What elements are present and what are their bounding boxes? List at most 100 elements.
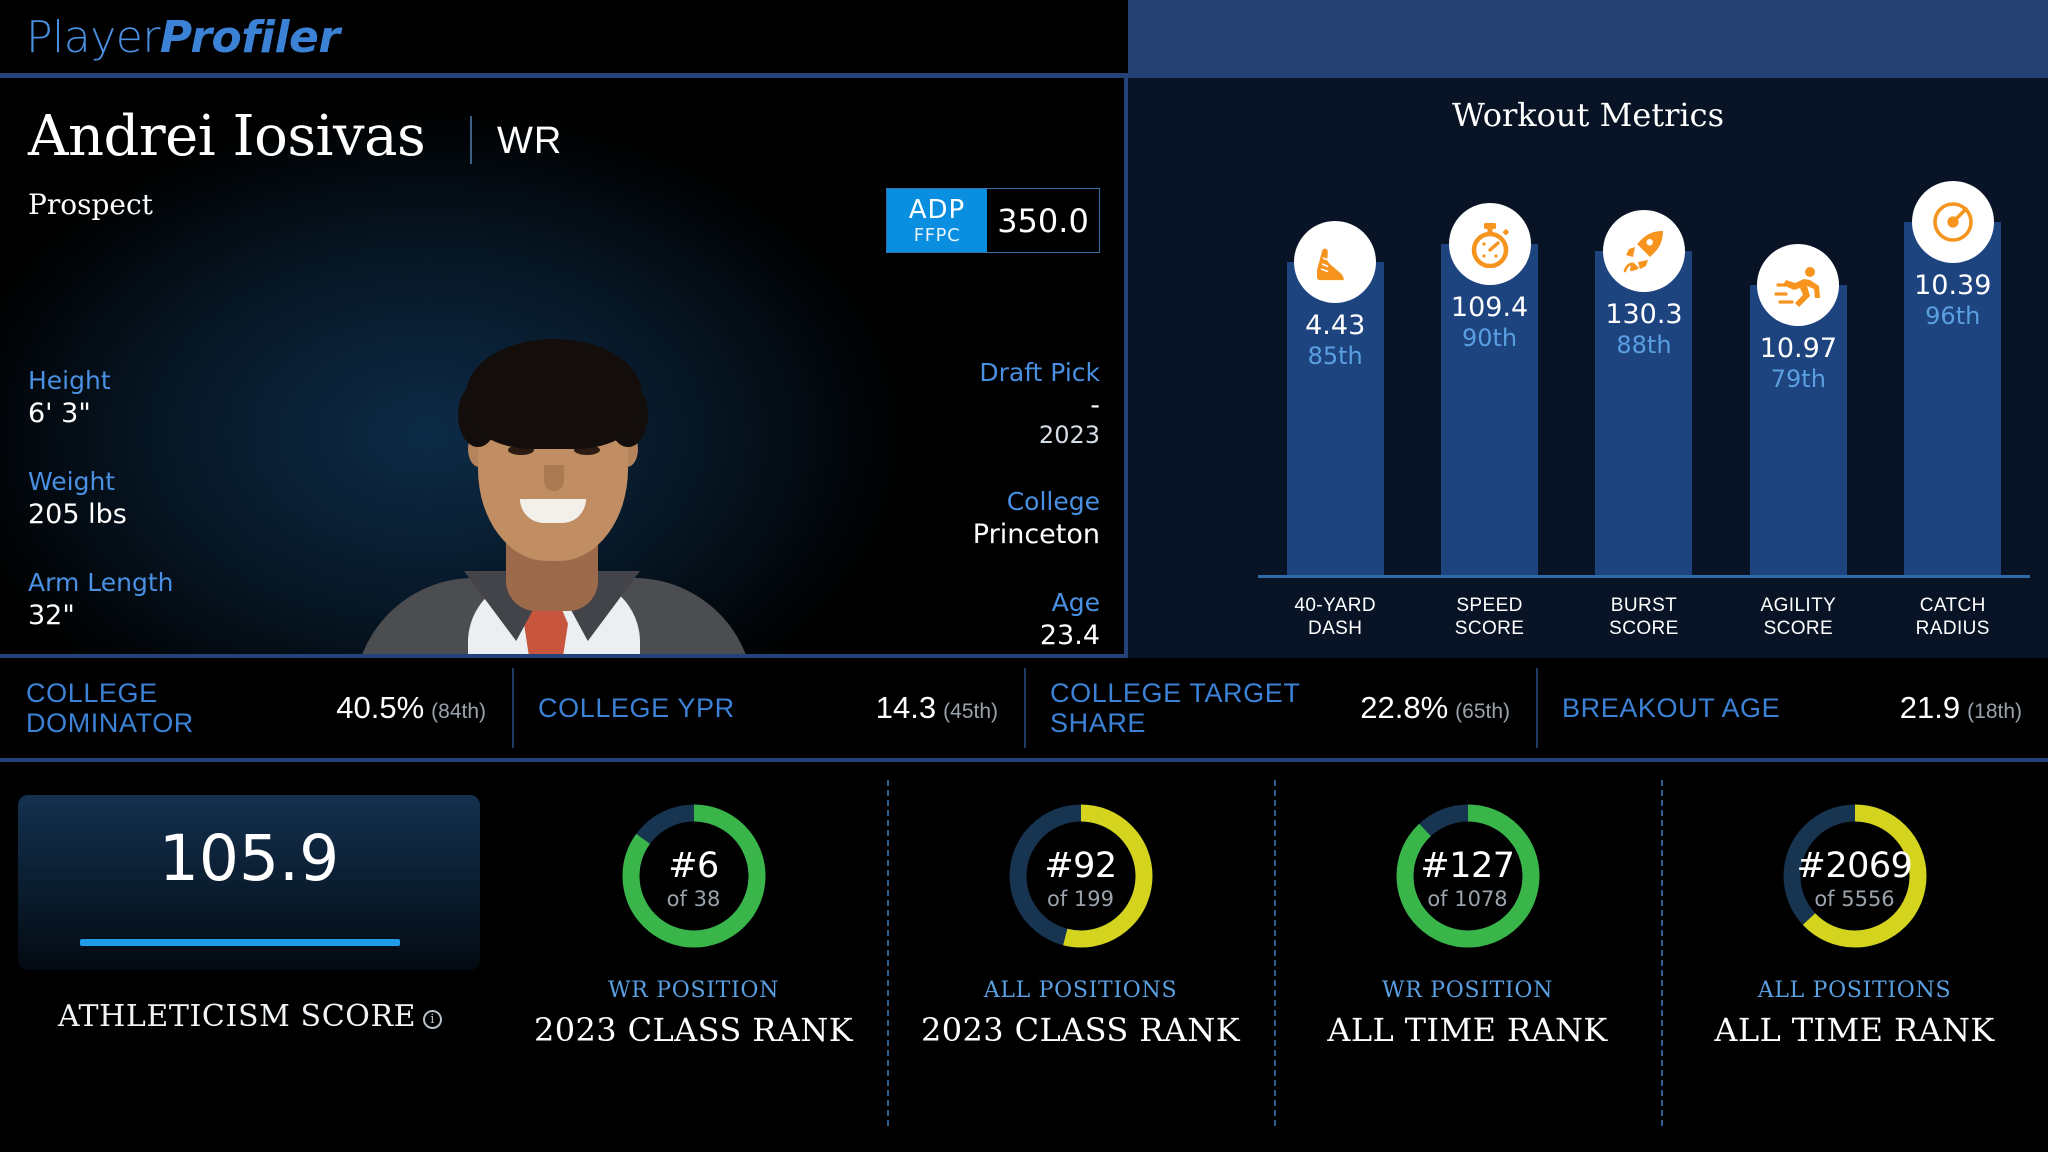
rank-value: #127 (1420, 846, 1515, 886)
stat-label: Draft Pick (979, 358, 1100, 387)
chart-bar-percentile: 96th (1925, 302, 1981, 330)
college-stat-rank: (18th) (1967, 700, 2022, 723)
rank-donut-cell[interactable]: #6 of 38 WR POSITION 2023 CLASS RANK (500, 762, 887, 1152)
stat-college: College Princeton (800, 487, 1100, 550)
axis-label-line: SCORE (1609, 618, 1679, 639)
rank-donut-text: #6 of 38 (620, 846, 768, 911)
player-position: WR (497, 120, 563, 162)
athleticism-score-value: 105.9 (158, 822, 340, 895)
college-stat-value: 40.5% (336, 690, 425, 725)
radius-icon (1911, 181, 1994, 263)
college-stat-values: 21.9 (18th) (1900, 690, 2022, 726)
college-stat-cell[interactable]: COLLEGE DOMINATOR 40.5% (84th) (0, 658, 512, 758)
rank-scope-label: WR POSITION (607, 978, 780, 1003)
chart-bar-value: 4.43 (1305, 310, 1366, 341)
college-stat-rank: (65th) (1455, 700, 1510, 723)
shoe-icon (1294, 221, 1377, 303)
chart-bar[interactable]: 4.43 85th (1286, 221, 1384, 577)
rank-title-label: 2023 CLASS RANK (533, 1011, 853, 1049)
rank-title-label: 2023 CLASS RANK (920, 1011, 1240, 1049)
stopwatch-icon (1448, 203, 1531, 285)
workout-metrics-panel: Workout Metrics 4.43 85th 109.4 90th 130.3 88… (1128, 78, 2048, 658)
athleticism-label-text: ATHLETICISM SCORE (57, 999, 417, 1034)
axis-label-line: RADIUS (1915, 618, 1990, 639)
playerprofiler-logo[interactable]: PlayerProfiler (26, 12, 340, 63)
chart-bar-percentile: 88th (1616, 331, 1672, 359)
chart-bar-percentile: 90th (1461, 324, 1518, 352)
axis-label-line: AGILITY (1760, 595, 1837, 616)
rankings-section: 105.9 ATHLETICISM SCORE i #6 of 38 WR POSIT… (0, 762, 2048, 1152)
chart-bar-group: 10.39 96th (1904, 170, 2002, 577)
axis-label-line: SPEED (1456, 595, 1523, 616)
info-icon[interactable]: i (423, 1010, 443, 1029)
measurables-left: Height 6' 3" Weight 205 lbs Arm Length 3… (28, 366, 328, 654)
chart-bar-group: 10.97 79th (1749, 170, 1847, 577)
chart-bar-group: 4.43 85th (1286, 170, 1384, 577)
college-stat-cell[interactable]: COLLEGE TARGET SHARE 22.8% (65th) (1024, 658, 1536, 758)
workout-metrics-chart: 4.43 85th 109.4 90th 130.3 88th 10.97 79th 10.39… (1258, 170, 2030, 670)
best-comparable-bar: BEST COMPARABLE DENZEL MIMS (1128, 0, 2048, 78)
stat-draft-pick: Draft Pick - 2023 (800, 358, 1100, 449)
rank-donut-cell[interactable]: #2069 of 5556 ALL POSITIONS ALL TIME RANK (1661, 762, 2048, 1152)
headshot-nose (544, 465, 564, 491)
stat-label: Age (1051, 588, 1100, 617)
rocket-icon (1602, 210, 1685, 292)
axis-label-line: SCORE (1763, 618, 1834, 639)
chart-bar[interactable]: 109.4 90th (1441, 203, 1539, 577)
rank-value: #92 (1044, 846, 1117, 886)
chart-bar-group: 109.4 90th (1441, 170, 1539, 577)
headshot-eye-right (574, 445, 600, 455)
page-title: Andrei Iosivas (28, 104, 426, 169)
workout-metrics-title: Workout Metrics (1451, 96, 1724, 134)
stat-value: 32" (28, 600, 75, 631)
rank-donut-text: #127 of 1078 (1394, 846, 1542, 911)
rank-donut: #92 of 199 (1007, 802, 1155, 950)
rank-value: #6 (668, 846, 719, 886)
chart-bar[interactable]: 10.97 79th (1749, 244, 1847, 577)
chart-bar[interactable]: 130.3 88th (1595, 210, 1693, 577)
adp-box[interactable]: ADP FFPC 350.0 (886, 188, 1100, 253)
rank-donut-cell[interactable]: #127 of 1078 WR POSITION ALL TIME RANK (1274, 762, 1661, 1152)
measurables-right: Draft Pick - 2023 College Princeton Age … (800, 358, 1100, 654)
rank-donut: #2069 of 5556 (1781, 802, 1929, 950)
stat-age: Age 23.4 (800, 588, 1100, 651)
college-stat-rank: (45th) (943, 700, 998, 723)
college-stat-name: BREAKOUT AGE (1562, 693, 1781, 723)
stat-subvalue: 2023 (1038, 421, 1100, 449)
college-stats-strip: COLLEGE DOMINATOR 40.5% (84th) COLLEGE YPR 1… (0, 658, 2048, 762)
college-stat-cell[interactable]: COLLEGE YPR 14.3 (45th) (512, 658, 1024, 758)
college-stat-name: COLLEGE DOMINATOR (26, 678, 194, 738)
stat-value: 6' 3" (28, 398, 91, 429)
headshot-mouth (520, 499, 586, 523)
stat-label: Height (28, 366, 111, 395)
logo-part-player: Player (26, 12, 160, 63)
college-stat-cell[interactable]: BREAKOUT AGE 21.9 (18th) (1536, 658, 2048, 758)
chart-axis-label: AGILITY SCORE (1750, 594, 1847, 670)
rank-donut-text: #92 of 199 (1007, 846, 1155, 911)
adp-key-label: ADP (908, 195, 966, 225)
rank-title-label: ALL TIME RANK (1714, 1011, 1995, 1049)
college-stat-values: 14.3 (45th) (876, 690, 998, 726)
rank-total: of 1078 (1427, 887, 1508, 911)
adp-value: 350.0 (987, 189, 1099, 252)
chart-plot-area: 4.43 85th 109.4 90th 130.3 88th 10.97 79th 10.39… (1258, 170, 2030, 577)
rank-donut-cell[interactable]: #92 of 199 ALL POSITIONS 2023 CLASS RANK (887, 762, 1274, 1152)
chart-axis-line (1258, 575, 2030, 578)
college-stat-value: 21.9 (1899, 690, 1961, 725)
chart-bar[interactable]: 10.39 96th (1904, 181, 2002, 577)
college-stat-name: COLLEGE TARGET SHARE (1050, 678, 1300, 738)
rank-donut: #6 of 38 (620, 802, 768, 950)
rank-scope-label: ALL POSITIONS (983, 978, 1178, 1003)
chart-axis-label: SPEED SCORE (1441, 594, 1538, 670)
player-headshot (318, 303, 788, 654)
college-stat-name: COLLEGE YPR (538, 693, 735, 723)
college-stat-rank: (84th) (431, 700, 486, 723)
rank-total: of 199 (1047, 887, 1114, 911)
stat-value: 23.4 (1039, 620, 1100, 651)
adp-key: ADP FFPC (887, 189, 987, 252)
logo-part-profiler: Profiler (159, 12, 340, 63)
stat-arm-length: Arm Length 32" (28, 568, 328, 631)
college-stat-value: 14.3 (875, 690, 937, 725)
name-divider (470, 116, 472, 164)
